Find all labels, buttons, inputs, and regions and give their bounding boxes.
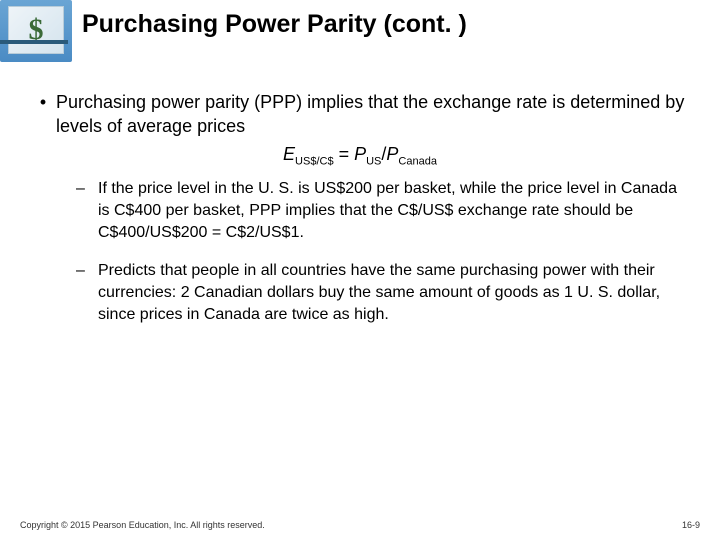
title-area: Purchasing Power Parity (cont. ): [82, 10, 700, 39]
logo-area: $: [0, 0, 72, 62]
logo-divider: [0, 40, 68, 44]
eq-equals: =: [334, 144, 355, 164]
eq-e: E: [283, 144, 295, 164]
bullet-level2: – Predicts that people in all countries …: [76, 260, 690, 326]
sub-bullet-text: Predicts that people in all countries ha…: [98, 260, 690, 326]
logo-inner: $: [8, 6, 64, 54]
copyright-text: Copyright © 2015 Pearson Education, Inc.…: [20, 520, 265, 530]
dash-marker: –: [76, 260, 98, 326]
page-title: Purchasing Power Parity (cont. ): [82, 10, 700, 39]
bullet-level2: – If the price level in the U. S. is US$…: [76, 178, 690, 244]
eq-p1: P: [354, 144, 366, 164]
bullet-text: Purchasing power parity (PPP) implies th…: [56, 90, 690, 138]
bullet-marker: •: [30, 90, 56, 138]
sub-bullet-text: If the price level in the U. S. is US$20…: [98, 178, 690, 244]
eq-p2-sub: Canada: [398, 156, 437, 168]
footer: Copyright © 2015 Pearson Education, Inc.…: [20, 520, 700, 530]
dash-marker: –: [76, 178, 98, 244]
equation: EUS$/C$ = PUS/PCanada: [30, 144, 690, 168]
page-number: 16-9: [682, 520, 700, 530]
bullet-level1: • Purchasing power parity (PPP) implies …: [30, 90, 690, 138]
content-area: • Purchasing power parity (PPP) implies …: [30, 90, 690, 342]
eq-p1-sub: US: [366, 156, 381, 168]
eq-e-sub: US$/C$: [295, 156, 334, 168]
eq-p2: P: [386, 144, 398, 164]
